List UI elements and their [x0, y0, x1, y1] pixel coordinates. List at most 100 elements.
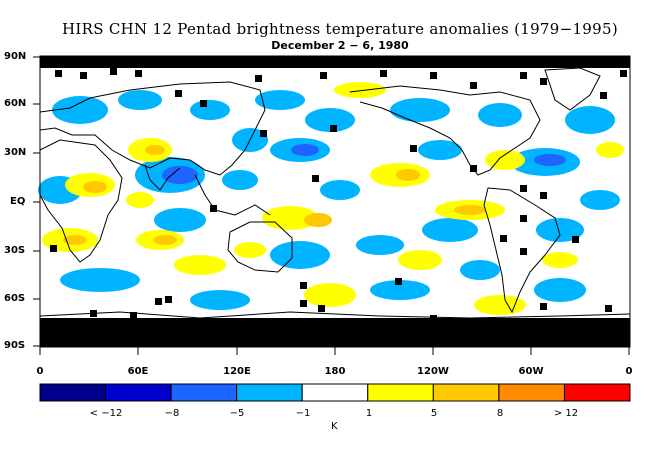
missing-data-cell — [520, 185, 527, 192]
missing-data-cell — [455, 320, 462, 327]
anomaly-patch — [422, 218, 478, 242]
missing-data-cell — [540, 78, 547, 85]
anomaly-patch — [255, 90, 305, 110]
anomaly-patch — [534, 154, 566, 166]
colorbar-swatch — [301, 383, 369, 402]
colorbar-label-8: > 12 — [553, 408, 579, 419]
anomaly-patch — [356, 235, 404, 255]
lon-label-0: 0 — [36, 366, 44, 377]
colorbar-label-2: −8 — [164, 408, 180, 419]
anomaly-patch — [485, 150, 525, 170]
colorbar — [39, 383, 631, 402]
missing-data-cell — [470, 165, 477, 172]
missing-data-regions — [40, 56, 630, 347]
longitude-ticks — [39, 347, 630, 355]
missing-data-cell — [410, 145, 417, 152]
arctic-missing — [40, 56, 630, 68]
missing-data-cell — [135, 70, 142, 77]
missing-data-cell — [520, 72, 527, 79]
coastlines — [39, 67, 631, 319]
anomaly-patch — [234, 242, 266, 258]
colorbar-swatch — [563, 383, 631, 402]
missing-data-cell — [318, 305, 325, 312]
anomaly-patch — [118, 90, 162, 110]
missing-data-cell — [572, 236, 579, 243]
anomaly-patch — [145, 145, 165, 155]
anomaly-patch — [398, 250, 442, 270]
lon-label-120w: 120W — [417, 366, 449, 377]
missing-data-cell — [260, 130, 267, 137]
missing-data-cell — [110, 68, 117, 75]
lat-label-60n: 60N — [4, 98, 27, 109]
coast-seasia — [194, 174, 271, 216]
missing-data-cell — [50, 245, 57, 252]
lat-label-90n: 90N — [4, 51, 27, 62]
anomaly-patch — [370, 280, 430, 300]
missing-data-cell — [430, 72, 437, 79]
anomaly-field — [38, 82, 624, 315]
map-subtitle: December 2 − 6, 1980 — [271, 39, 409, 52]
missing-data-cell — [620, 70, 627, 77]
colorbar-swatch — [367, 383, 434, 402]
coast-eurasia — [39, 81, 266, 176]
colorbar-unit: K — [331, 421, 338, 432]
anomaly-patch — [534, 278, 586, 302]
map-title: HIRS CHN 12 Pentad brightness temperatur… — [62, 20, 618, 38]
anomaly-patch — [334, 82, 386, 98]
anomaly-patch — [83, 181, 107, 193]
anomaly-patch — [565, 106, 615, 134]
missing-data-cell — [600, 92, 607, 99]
colorbar-swatch — [105, 383, 172, 402]
anomaly-patch — [390, 98, 450, 122]
missing-data-cell — [200, 100, 207, 107]
missing-data-cell — [500, 235, 507, 242]
missing-data-cell — [320, 72, 327, 79]
anomaly-patch — [153, 235, 177, 245]
missing-data-cell — [300, 300, 307, 307]
anomaly-patch — [162, 166, 198, 184]
missing-data-cell — [130, 312, 137, 319]
missing-data-cell — [430, 315, 437, 322]
colorbar-swatch — [236, 383, 303, 402]
lat-label-30n: 30N — [4, 147, 27, 158]
missing-data-cell — [540, 192, 547, 199]
missing-data-cell — [605, 305, 612, 312]
colorbar-swatch — [39, 383, 107, 402]
lat-label-30s: 30S — [4, 245, 26, 256]
anomaly-patch — [270, 241, 330, 269]
colorbar-label-1: < −12 — [89, 408, 123, 419]
lon-label-180: 180 — [324, 366, 346, 377]
missing-data-cell — [470, 82, 477, 89]
coast-africa — [39, 139, 123, 263]
anomaly-patch — [460, 260, 500, 280]
coast-greenland — [544, 67, 601, 111]
lat-label-eq: EQ — [10, 196, 26, 207]
anomaly-patch — [454, 205, 486, 215]
anomaly-patch — [63, 235, 87, 245]
colorbar-swatch — [432, 383, 500, 402]
anomaly-patch — [190, 100, 230, 120]
missing-data-cell — [165, 296, 172, 303]
anomaly-patch — [291, 144, 319, 156]
anomaly-patch — [474, 295, 526, 315]
coast-north-america — [349, 85, 541, 176]
missing-data-cell — [380, 70, 387, 77]
colorbar-label-6: 5 — [430, 408, 438, 419]
lon-label-120e: 120E — [223, 366, 251, 377]
lon-label-0-east: 0 — [625, 366, 633, 377]
anomaly-patch — [154, 208, 206, 232]
missing-data-cell — [175, 90, 182, 97]
anomaly-patch — [126, 192, 154, 208]
colorbar-swatch — [498, 383, 565, 402]
anomaly-patch — [262, 206, 318, 230]
anomaly-patch — [396, 169, 420, 181]
coast-india — [144, 164, 181, 191]
anomaly-patch — [222, 170, 258, 190]
colorbar-swatch — [170, 383, 238, 402]
missing-data-cell — [255, 75, 262, 82]
anomaly-patch — [60, 268, 140, 292]
lat-label-60s: 60S — [4, 293, 26, 304]
lon-label-60w: 60W — [518, 366, 544, 377]
colorbar-label-5: 1 — [365, 408, 373, 419]
